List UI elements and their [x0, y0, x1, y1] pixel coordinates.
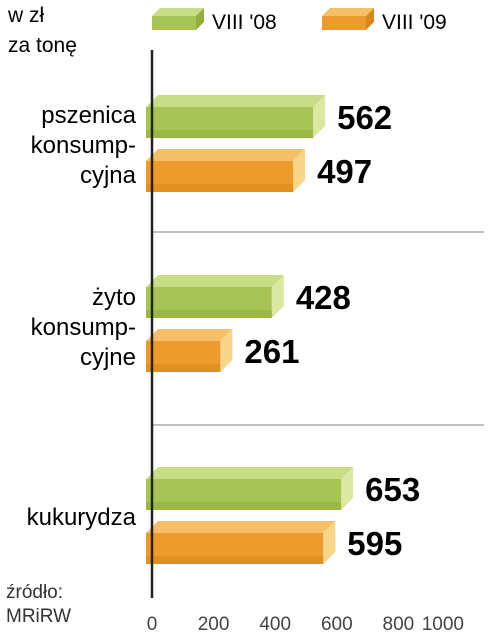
category-label: pszenica — [41, 102, 136, 129]
legend-swatch-side — [196, 8, 204, 30]
unit-label-line: w zł — [7, 4, 45, 27]
category-label: kukurydza — [27, 504, 137, 531]
bar-shade — [146, 556, 324, 564]
category-labels: pszenica konsump-cyjna żyto konsump-cyjne ku… — [27, 102, 137, 531]
data-label: 653 — [365, 471, 420, 508]
bar-top-face — [146, 467, 354, 479]
bar-shade — [146, 364, 221, 372]
source-note: źródło: MRiRW — [6, 582, 71, 627]
category-separators — [152, 231, 484, 426]
bar-top-face — [146, 95, 326, 107]
data-label: 497 — [317, 153, 372, 190]
x-axis-ticks: 0 200 400 600 800 1000 — [147, 614, 464, 635]
bar-end-face — [220, 329, 233, 372]
category-label: konsump- — [31, 314, 136, 341]
tick-label: 200 — [198, 614, 230, 635]
bar-top-face — [146, 329, 233, 341]
tick-label: 1000 — [422, 614, 464, 635]
bar-top-face — [146, 521, 336, 533]
tick-label: 600 — [321, 614, 353, 635]
tick-label: 400 — [259, 614, 291, 635]
bar-top-face — [146, 275, 284, 287]
bar — [146, 275, 284, 318]
category-label: konsump- — [31, 132, 136, 159]
unit-label: w zł za tonę — [7, 4, 77, 57]
bar-end-face — [271, 275, 284, 318]
data-label: 261 — [244, 333, 299, 370]
bar-shade — [146, 130, 314, 138]
tick-label: 0 — [147, 614, 158, 635]
category-label: żyto — [92, 284, 136, 311]
bar — [146, 329, 233, 372]
bar-end-face — [293, 149, 306, 192]
data-label: 428 — [296, 279, 351, 316]
tick-label: 800 — [383, 614, 415, 635]
bar — [146, 467, 354, 510]
bar — [146, 149, 306, 192]
bar-shade — [146, 184, 294, 192]
legend-label: VIII '09 — [382, 11, 447, 34]
legend-swatch-top — [152, 8, 204, 16]
bar-end-face — [341, 467, 354, 510]
bar-end-face — [323, 521, 336, 564]
bar — [146, 521, 336, 564]
unit-label-line: za tonę — [8, 34, 77, 57]
legend-swatch-top — [322, 8, 374, 16]
legend-swatch — [322, 16, 366, 30]
legend-label: VIII '08 — [212, 11, 277, 34]
bar-top-face — [146, 149, 306, 161]
bar-end-face — [313, 95, 326, 138]
legend: VIII '08 VIII '09 — [152, 8, 447, 34]
data-label: 595 — [347, 525, 402, 562]
legend-swatch-side — [366, 8, 374, 30]
bars: 562 497 428 261 653 595 — [146, 95, 420, 564]
category-label: cyjna — [80, 162, 137, 189]
bar-shade — [146, 502, 342, 510]
category-label: cyjne — [80, 344, 136, 371]
legend-swatch — [152, 16, 196, 30]
data-label: 562 — [337, 99, 392, 136]
source-label: źródło: — [6, 582, 63, 603]
bar — [146, 95, 326, 138]
bar-shade — [146, 310, 272, 318]
source-name: MRiRW — [6, 606, 71, 627]
